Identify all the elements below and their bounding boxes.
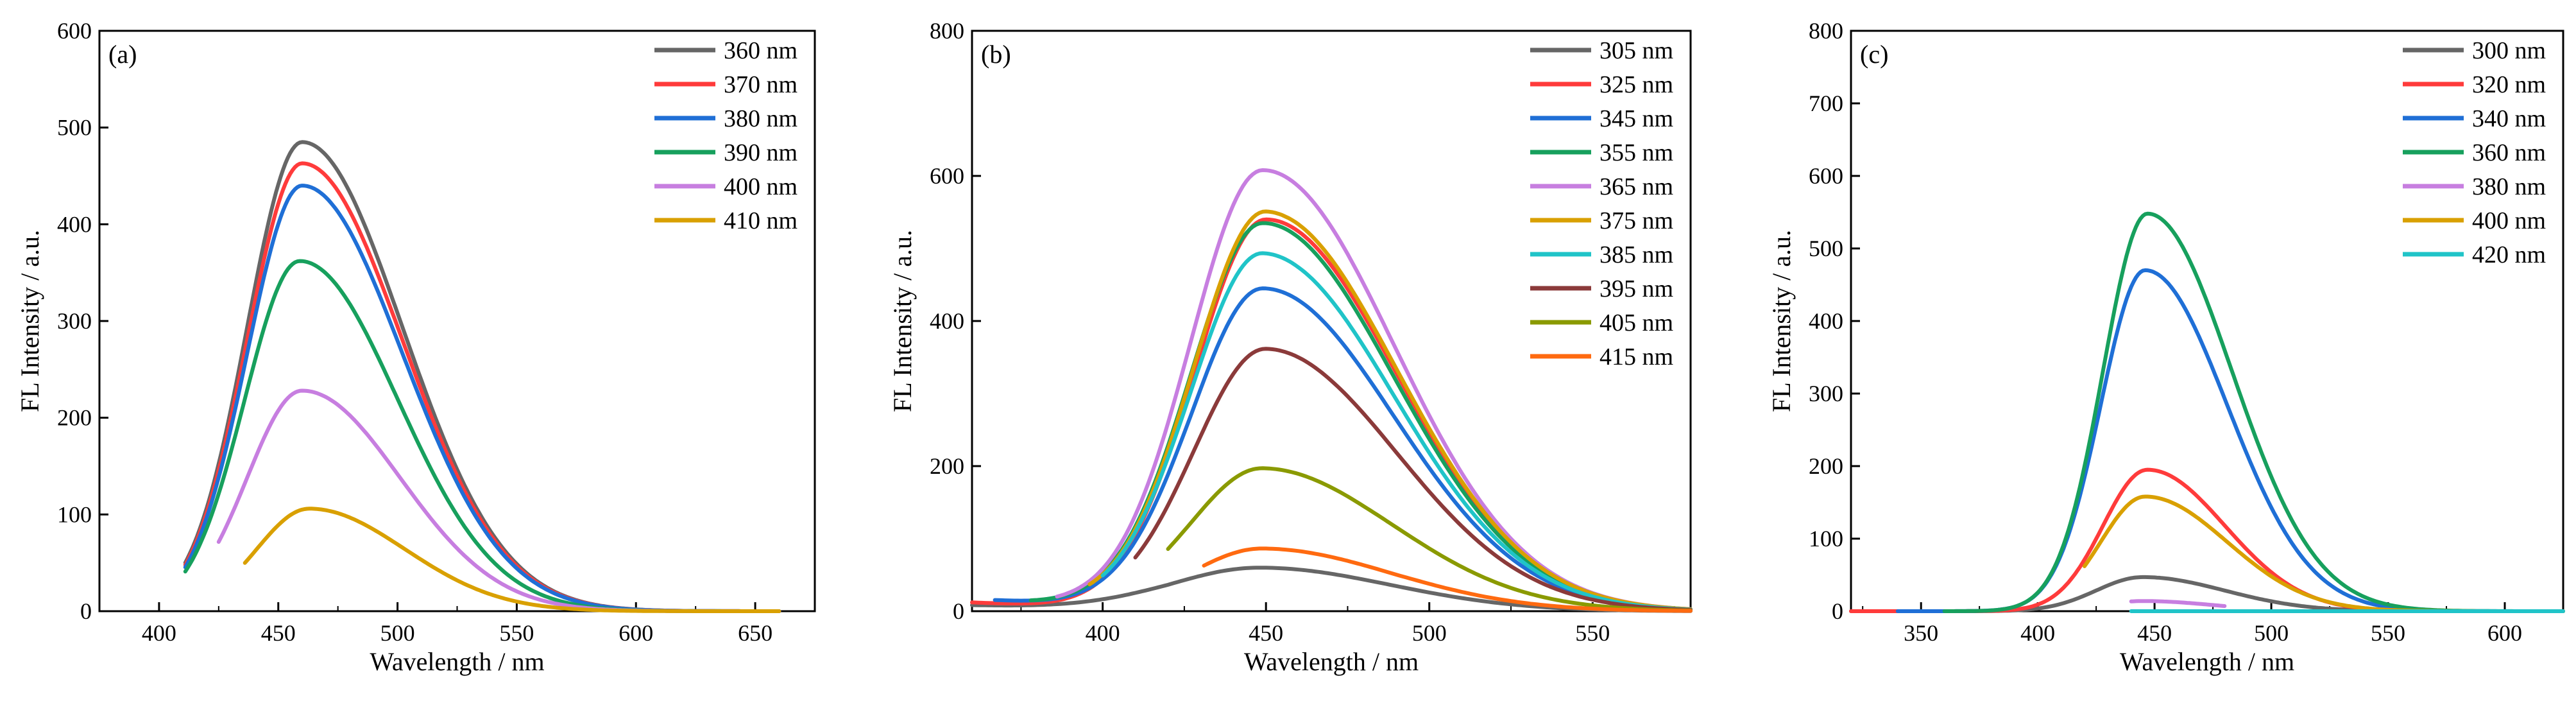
series-line xyxy=(1100,251,1693,612)
series-line xyxy=(1202,546,1693,613)
legend-label: 320 nm xyxy=(2472,71,2546,98)
legend-label: 410 nm xyxy=(724,207,798,234)
x-tick-label: 450 xyxy=(261,620,296,646)
y-tick-label: 200 xyxy=(1809,453,1843,479)
panel-b: 400 450 500 550 0 200 400 600 800 Wavelength / nm… xyxy=(888,18,1693,676)
legend-label: 405 nm xyxy=(1599,309,1673,336)
y-tick-label: 300 xyxy=(57,308,92,334)
series-line xyxy=(1133,347,1693,612)
legend-label: 400 nm xyxy=(724,173,798,200)
legend-label: 360 nm xyxy=(724,37,798,64)
legend-label: 380 nm xyxy=(724,105,798,132)
y-tick-label: 400 xyxy=(930,308,964,334)
legend-label: 375 nm xyxy=(1599,207,1673,234)
legend-label: 340 nm xyxy=(2472,105,2546,132)
legend-label: 305 nm xyxy=(1599,37,1673,64)
y-tick-label: 700 xyxy=(1809,91,1843,116)
x-tick-label: 400 xyxy=(142,620,176,646)
legend-label: 385 nm xyxy=(1599,241,1673,268)
legend-label: 355 nm xyxy=(1599,139,1673,166)
series-line xyxy=(2082,494,2565,613)
x-tick-label: 600 xyxy=(618,620,653,646)
x-tick-label: 550 xyxy=(1575,620,1610,646)
series-line xyxy=(970,217,1693,611)
legend-label: 380 nm xyxy=(2472,173,2546,200)
y-tick-label: 200 xyxy=(57,405,92,431)
x-tick-label: 400 xyxy=(2020,620,2055,646)
x-tick-label: 650 xyxy=(738,620,772,646)
y-tick-label: 400 xyxy=(57,211,92,237)
series-line xyxy=(183,259,781,613)
x-tick-label: 500 xyxy=(1412,620,1447,646)
legend-label: 390 nm xyxy=(724,139,798,166)
x-axis-label: Wavelength / nm xyxy=(370,647,544,676)
y-tick-label: 200 xyxy=(930,453,964,479)
series-line xyxy=(1088,209,1693,611)
y-tick-label: 800 xyxy=(1809,18,1843,44)
x-tick-label: 350 xyxy=(1904,620,1938,646)
legend-label: 365 nm xyxy=(1599,173,1673,200)
y-axis-label: FL Intensity / a.u. xyxy=(15,230,44,412)
legend-label: 415 nm xyxy=(1599,343,1673,370)
panel-label: (b) xyxy=(981,40,1011,69)
x-tick-label: 600 xyxy=(2487,620,2522,646)
x-tick-label: 500 xyxy=(380,620,415,646)
y-tick-label: 0 xyxy=(80,598,92,624)
y-tick-label: 500 xyxy=(1809,236,1843,261)
panel-label: (a) xyxy=(108,40,137,69)
x-tick-label: 450 xyxy=(2137,620,2172,646)
legend-label: 420 nm xyxy=(2472,241,2546,268)
y-tick-label: 100 xyxy=(57,501,92,527)
y-axis-label: FL Intensity / a.u. xyxy=(888,230,917,412)
legend-label: 395 nm xyxy=(1599,275,1673,302)
y-tick-label: 0 xyxy=(1832,598,1843,624)
panel-a: 400 450 500 550 600 650 0 100 200 300 400 500 600 Wav… xyxy=(15,18,816,676)
legend-label: 300 nm xyxy=(2472,37,2546,64)
x-tick-label: 450 xyxy=(1249,620,1283,646)
series-line xyxy=(243,507,781,613)
y-axis-label: FL Intensity / a.u. xyxy=(1767,230,1796,412)
panel-label: (c) xyxy=(1860,40,1888,69)
series-line xyxy=(1849,467,2565,613)
y-tick-label: 400 xyxy=(1809,308,1843,334)
x-axis-label: Wavelength / nm xyxy=(2120,647,2294,676)
legend-label: 370 nm xyxy=(724,71,798,98)
series-line xyxy=(1942,211,2565,613)
y-tick-label: 100 xyxy=(1809,526,1843,551)
x-tick-label: 550 xyxy=(2371,620,2405,646)
y-tick-label: 0 xyxy=(953,598,964,624)
y-tick-label: 600 xyxy=(930,163,964,189)
series-line xyxy=(2129,599,2227,608)
series-line xyxy=(1166,466,1693,612)
legend-label: 325 nm xyxy=(1599,71,1673,98)
x-axis-label: Wavelength / nm xyxy=(1244,647,1419,676)
panel-c: 350 400 450 500 550 600 0 100 200 300 400 500 600 700… xyxy=(1767,18,2565,676)
legend-label: 360 nm xyxy=(2472,139,2546,166)
y-tick-label: 600 xyxy=(1809,163,1843,189)
y-tick-label: 500 xyxy=(57,115,92,141)
legend-label: 400 nm xyxy=(2472,207,2546,234)
y-tick-label: 300 xyxy=(1809,381,1843,406)
series-line xyxy=(1895,268,2565,613)
x-tick-label: 400 xyxy=(1086,620,1120,646)
x-tick-label: 550 xyxy=(499,620,534,646)
y-tick-label: 800 xyxy=(930,18,964,44)
legend-label: 345 nm xyxy=(1599,105,1673,132)
y-tick-label: 600 xyxy=(57,18,92,44)
series-line xyxy=(216,388,781,613)
x-tick-label: 500 xyxy=(2254,620,2289,646)
